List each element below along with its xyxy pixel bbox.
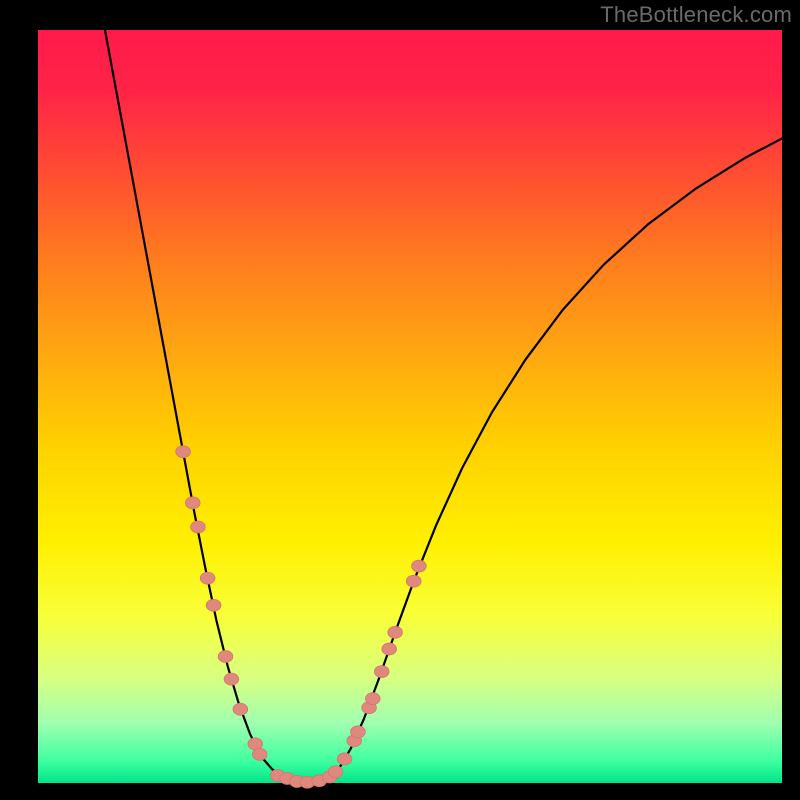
watermark-text: TheBottleneck.com	[600, 2, 792, 28]
plot-gradient-background	[38, 30, 782, 783]
